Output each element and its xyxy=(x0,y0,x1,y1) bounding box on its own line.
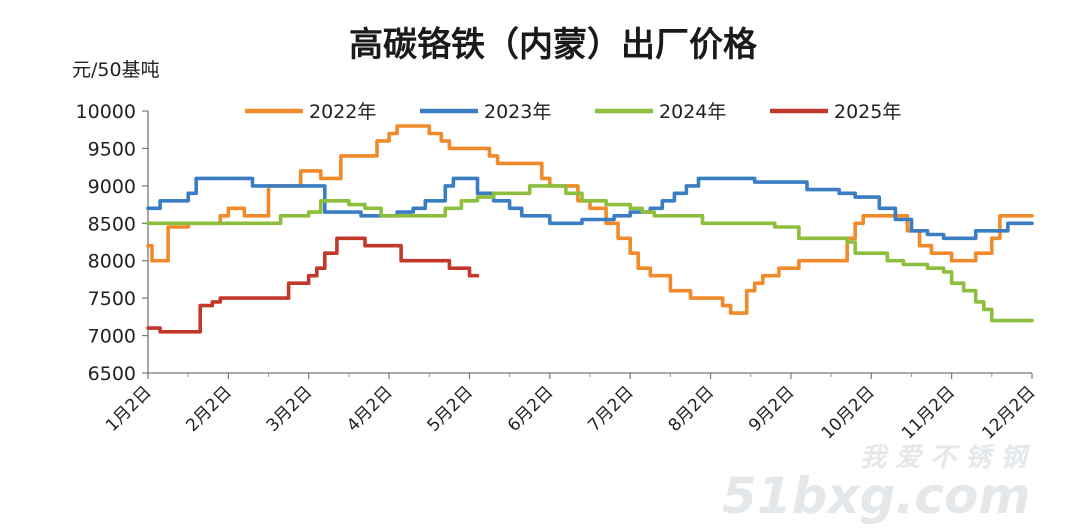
x-tick-label: 5月2日 xyxy=(424,382,477,435)
y-tick-label: 8000 xyxy=(88,251,136,273)
legend-label: 2024年 xyxy=(659,101,726,123)
x-tick-label: 3月2日 xyxy=(263,382,316,435)
watermark-line1: 我 爱 不 锈 钢 xyxy=(860,443,1030,473)
axes: 6500 7000 7500 8000 8500 9000 9500 10000 1月2日 2月2… xyxy=(76,101,1040,444)
x-tick-label: 2月2日 xyxy=(182,382,235,435)
watermark-line2: 51bxg.com xyxy=(722,467,1031,525)
series-line xyxy=(146,236,480,334)
x-tick-label: 4月2日 xyxy=(343,382,396,435)
legend-label: 2025年 xyxy=(834,101,901,123)
legend-label: 2023年 xyxy=(484,101,551,123)
x-tick-label: 1月2日 xyxy=(102,382,155,435)
y-tick-label: 7000 xyxy=(88,326,136,348)
x-tick-label: 8月2日 xyxy=(665,382,718,435)
y-tick-label: 8500 xyxy=(88,213,136,235)
series-layer xyxy=(146,124,1034,334)
legend-label: 2022年 xyxy=(309,101,376,123)
x-tick-label: 12月2日 xyxy=(978,382,1039,443)
y-axis-unit: 元/50基吨 xyxy=(72,59,160,81)
x-tick-label: 7月2日 xyxy=(584,382,637,435)
watermark: 我 爱 不 锈 钢 51bxg.com xyxy=(722,443,1031,525)
series-line xyxy=(146,184,1034,323)
x-tick-label: 6月2日 xyxy=(504,382,557,435)
x-tick-label: 11月2日 xyxy=(898,382,959,443)
y-tick-label: 9000 xyxy=(88,176,136,198)
x-tick-label: 9月2日 xyxy=(745,382,798,435)
y-tick-label: 6500 xyxy=(88,363,136,385)
y-tick-label: 7500 xyxy=(88,288,136,310)
y-tick-label: 9500 xyxy=(88,138,136,160)
chart-title: 高碳铬铁（内蒙）出厂价格 xyxy=(349,25,758,65)
legend: 2022年 2023年 2024年 2025年 xyxy=(245,101,901,123)
y-tick-label: 10000 xyxy=(76,101,136,123)
x-tick-label: 10月2日 xyxy=(818,382,879,443)
series-line xyxy=(146,176,1034,241)
